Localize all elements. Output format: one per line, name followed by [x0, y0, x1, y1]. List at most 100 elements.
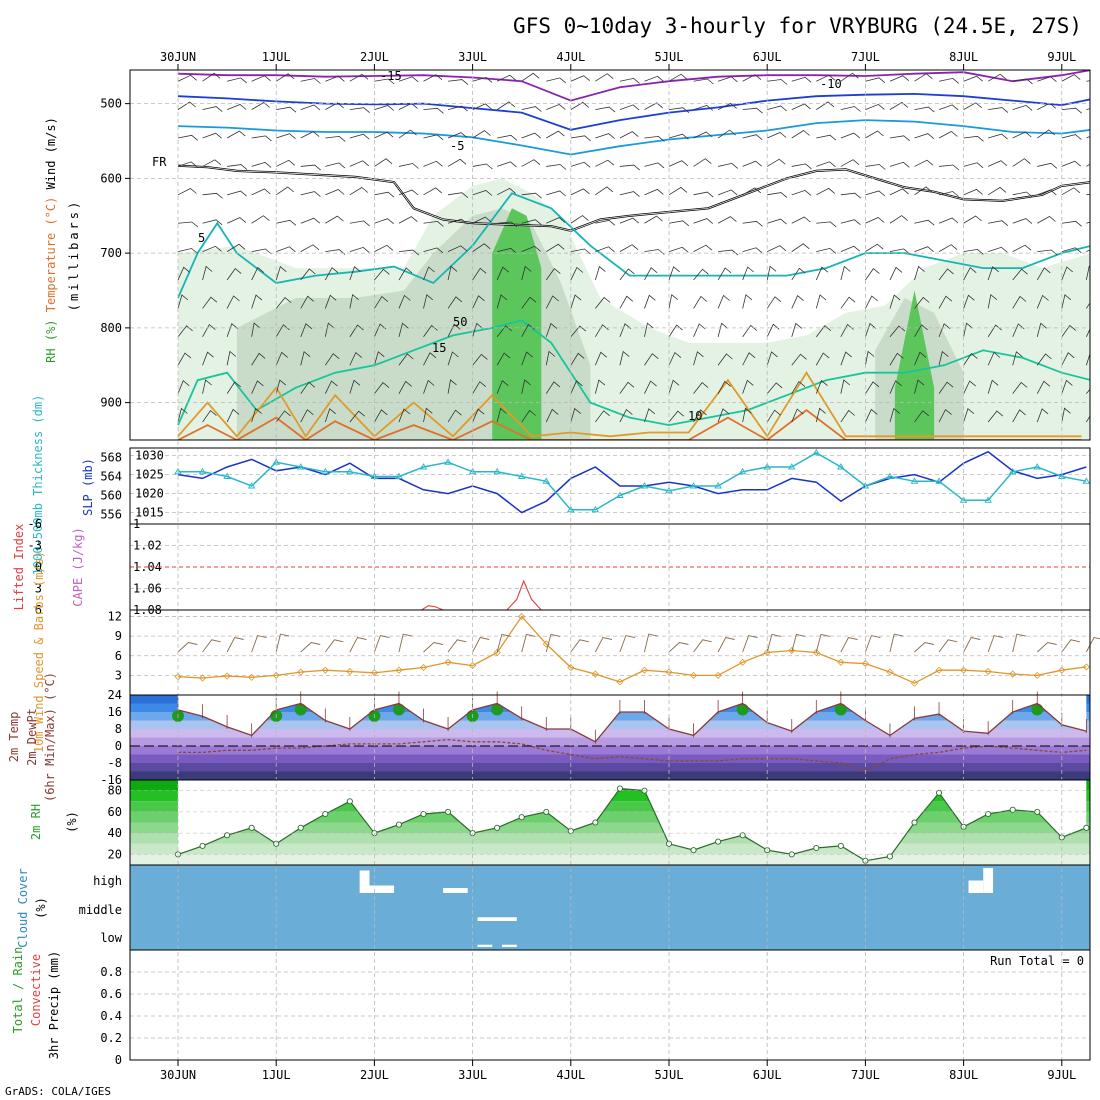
- upper-wind-barb: [447, 379, 457, 394]
- upper-wind-barb: [815, 325, 832, 338]
- upper-wind-barb: [423, 407, 433, 423]
- upper-wind-barb: [865, 381, 880, 394]
- upper-wind-barb: [742, 160, 762, 167]
- upper-wind-barb: [766, 382, 783, 394]
- upper-wind-barb: [349, 133, 370, 140]
- upper-wind-barb: [374, 382, 390, 394]
- cloud-block-high: [359, 870, 370, 893]
- upper-wind-barb: [988, 107, 1009, 113]
- upper-wind-barb: [546, 190, 566, 197]
- contour-label-6: FR: [152, 155, 167, 169]
- cloud-block-low: [502, 944, 517, 947]
- upper-wind-barb: [619, 191, 640, 197]
- upper-wind-barb: [300, 191, 321, 197]
- upper-wind-barb: [177, 294, 189, 309]
- upper-wind-barb: [668, 107, 690, 114]
- upper-wind-barb: [570, 188, 590, 196]
- upper-wind-barb: [423, 220, 444, 227]
- wind-speed-point: [542, 640, 550, 648]
- lifted-index-axis-title: Lifted Index: [12, 524, 26, 611]
- upper-wind-barb: [251, 294, 263, 309]
- thickness-point: [419, 463, 428, 470]
- thickness-point: [444, 458, 452, 465]
- upper-wind-barb: [594, 265, 606, 281]
- rh-point: [224, 832, 231, 839]
- upper-wind-barb: [1086, 388, 1090, 394]
- surface-wind-barb: [251, 635, 267, 653]
- upper-wind-barb: [276, 159, 296, 167]
- surface-wind-barb: [840, 636, 858, 653]
- upper-wind-barb: [987, 73, 1007, 82]
- upper-wind-barb: [717, 380, 732, 394]
- upper-wind-barb: [963, 162, 984, 169]
- upper-wind-barb: [1061, 160, 1082, 167]
- upper-wind-barb: [202, 265, 213, 281]
- upper-wind-barb: [791, 130, 810, 139]
- upper-wind-barb: [889, 188, 909, 196]
- rh-color-band: [130, 801, 1090, 812]
- upper-wind-barb: [865, 322, 877, 337]
- upper-wind-barb: [177, 134, 198, 141]
- upper-wind-barb: [1061, 352, 1075, 366]
- upper-wind-barb: [1085, 352, 1090, 366]
- upper-wind-barb: [177, 407, 188, 423]
- upper-wind-barb: [668, 351, 682, 366]
- upper-wind-barb: [668, 266, 680, 281]
- upper-wind-barb: [717, 76, 738, 83]
- top-x-label: 3JUL: [458, 50, 487, 64]
- upper-wind-barb: [472, 381, 487, 394]
- upper-wind-barb: [668, 73, 688, 82]
- upper-wind-barb: [1061, 187, 1081, 196]
- wind-speed-point: [1033, 671, 1041, 679]
- precip-frame: [129, 949, 1091, 1061]
- upper-wind-barb: [325, 162, 346, 169]
- wind-speed-point: [591, 670, 599, 678]
- upper-wind-barb: [742, 74, 762, 82]
- upper-wind-barb: [423, 160, 443, 167]
- upper-wind-barb: [791, 243, 810, 252]
- upper-wind-barb: [791, 216, 811, 224]
- rh-point: [715, 838, 722, 845]
- upper-wind-barb: [472, 353, 488, 366]
- upper-wind-barb: [1061, 134, 1082, 140]
- upper-wind-barb: [521, 379, 531, 394]
- upper-wind-barb: [791, 408, 804, 423]
- thickness-point: [296, 463, 305, 470]
- wind-speed-point: [444, 658, 452, 666]
- upper-wind-barb: [276, 106, 297, 113]
- wind-speed-point: [346, 667, 354, 676]
- upper-wind-barb: [987, 410, 1004, 423]
- top-x-label: 4JUL: [556, 50, 585, 64]
- upper-wind-barb: [398, 163, 419, 169]
- upper-wind-barb: [202, 106, 223, 112]
- upper-wind-barb: [816, 74, 836, 82]
- bottom-x-label: 6JUL: [753, 1068, 782, 1082]
- upper-wind-barb: [570, 135, 591, 142]
- precip-background: [130, 950, 1090, 1060]
- upper-wind-barb: [398, 216, 418, 224]
- rh-point: [494, 824, 501, 831]
- upper-air-tick-label: 600: [100, 171, 122, 185]
- rh-point: [1009, 806, 1016, 813]
- upper-wind-barb: [938, 244, 958, 252]
- surface-wind-barb: [472, 636, 490, 653]
- upper-wind-barb: [619, 381, 635, 394]
- wind10m-background: [130, 610, 1090, 695]
- upper-wind-barb: [496, 187, 516, 196]
- upper-wind-barb: [545, 408, 559, 423]
- upper-wind-barb: [988, 220, 1009, 227]
- upper-wind-barb: [472, 408, 485, 423]
- upper-wind-barb: [963, 215, 982, 224]
- upper-wind-barb: [938, 408, 952, 423]
- upper-wind-barb: [497, 134, 518, 141]
- upper-wind-barb: [865, 77, 886, 84]
- upper-wind-barb: [202, 296, 218, 309]
- upper-wind-barb: [767, 245, 787, 252]
- upper-wind-barb: [987, 351, 1001, 366]
- upper-wind-barb: [914, 73, 933, 82]
- upper-wind-barb: [447, 105, 468, 112]
- surface-wind-barb: [791, 633, 806, 653]
- upper-wind-barb: [1012, 218, 1033, 224]
- wind-speed-point: [518, 612, 526, 621]
- upper-wind-barb: [1012, 268, 1028, 281]
